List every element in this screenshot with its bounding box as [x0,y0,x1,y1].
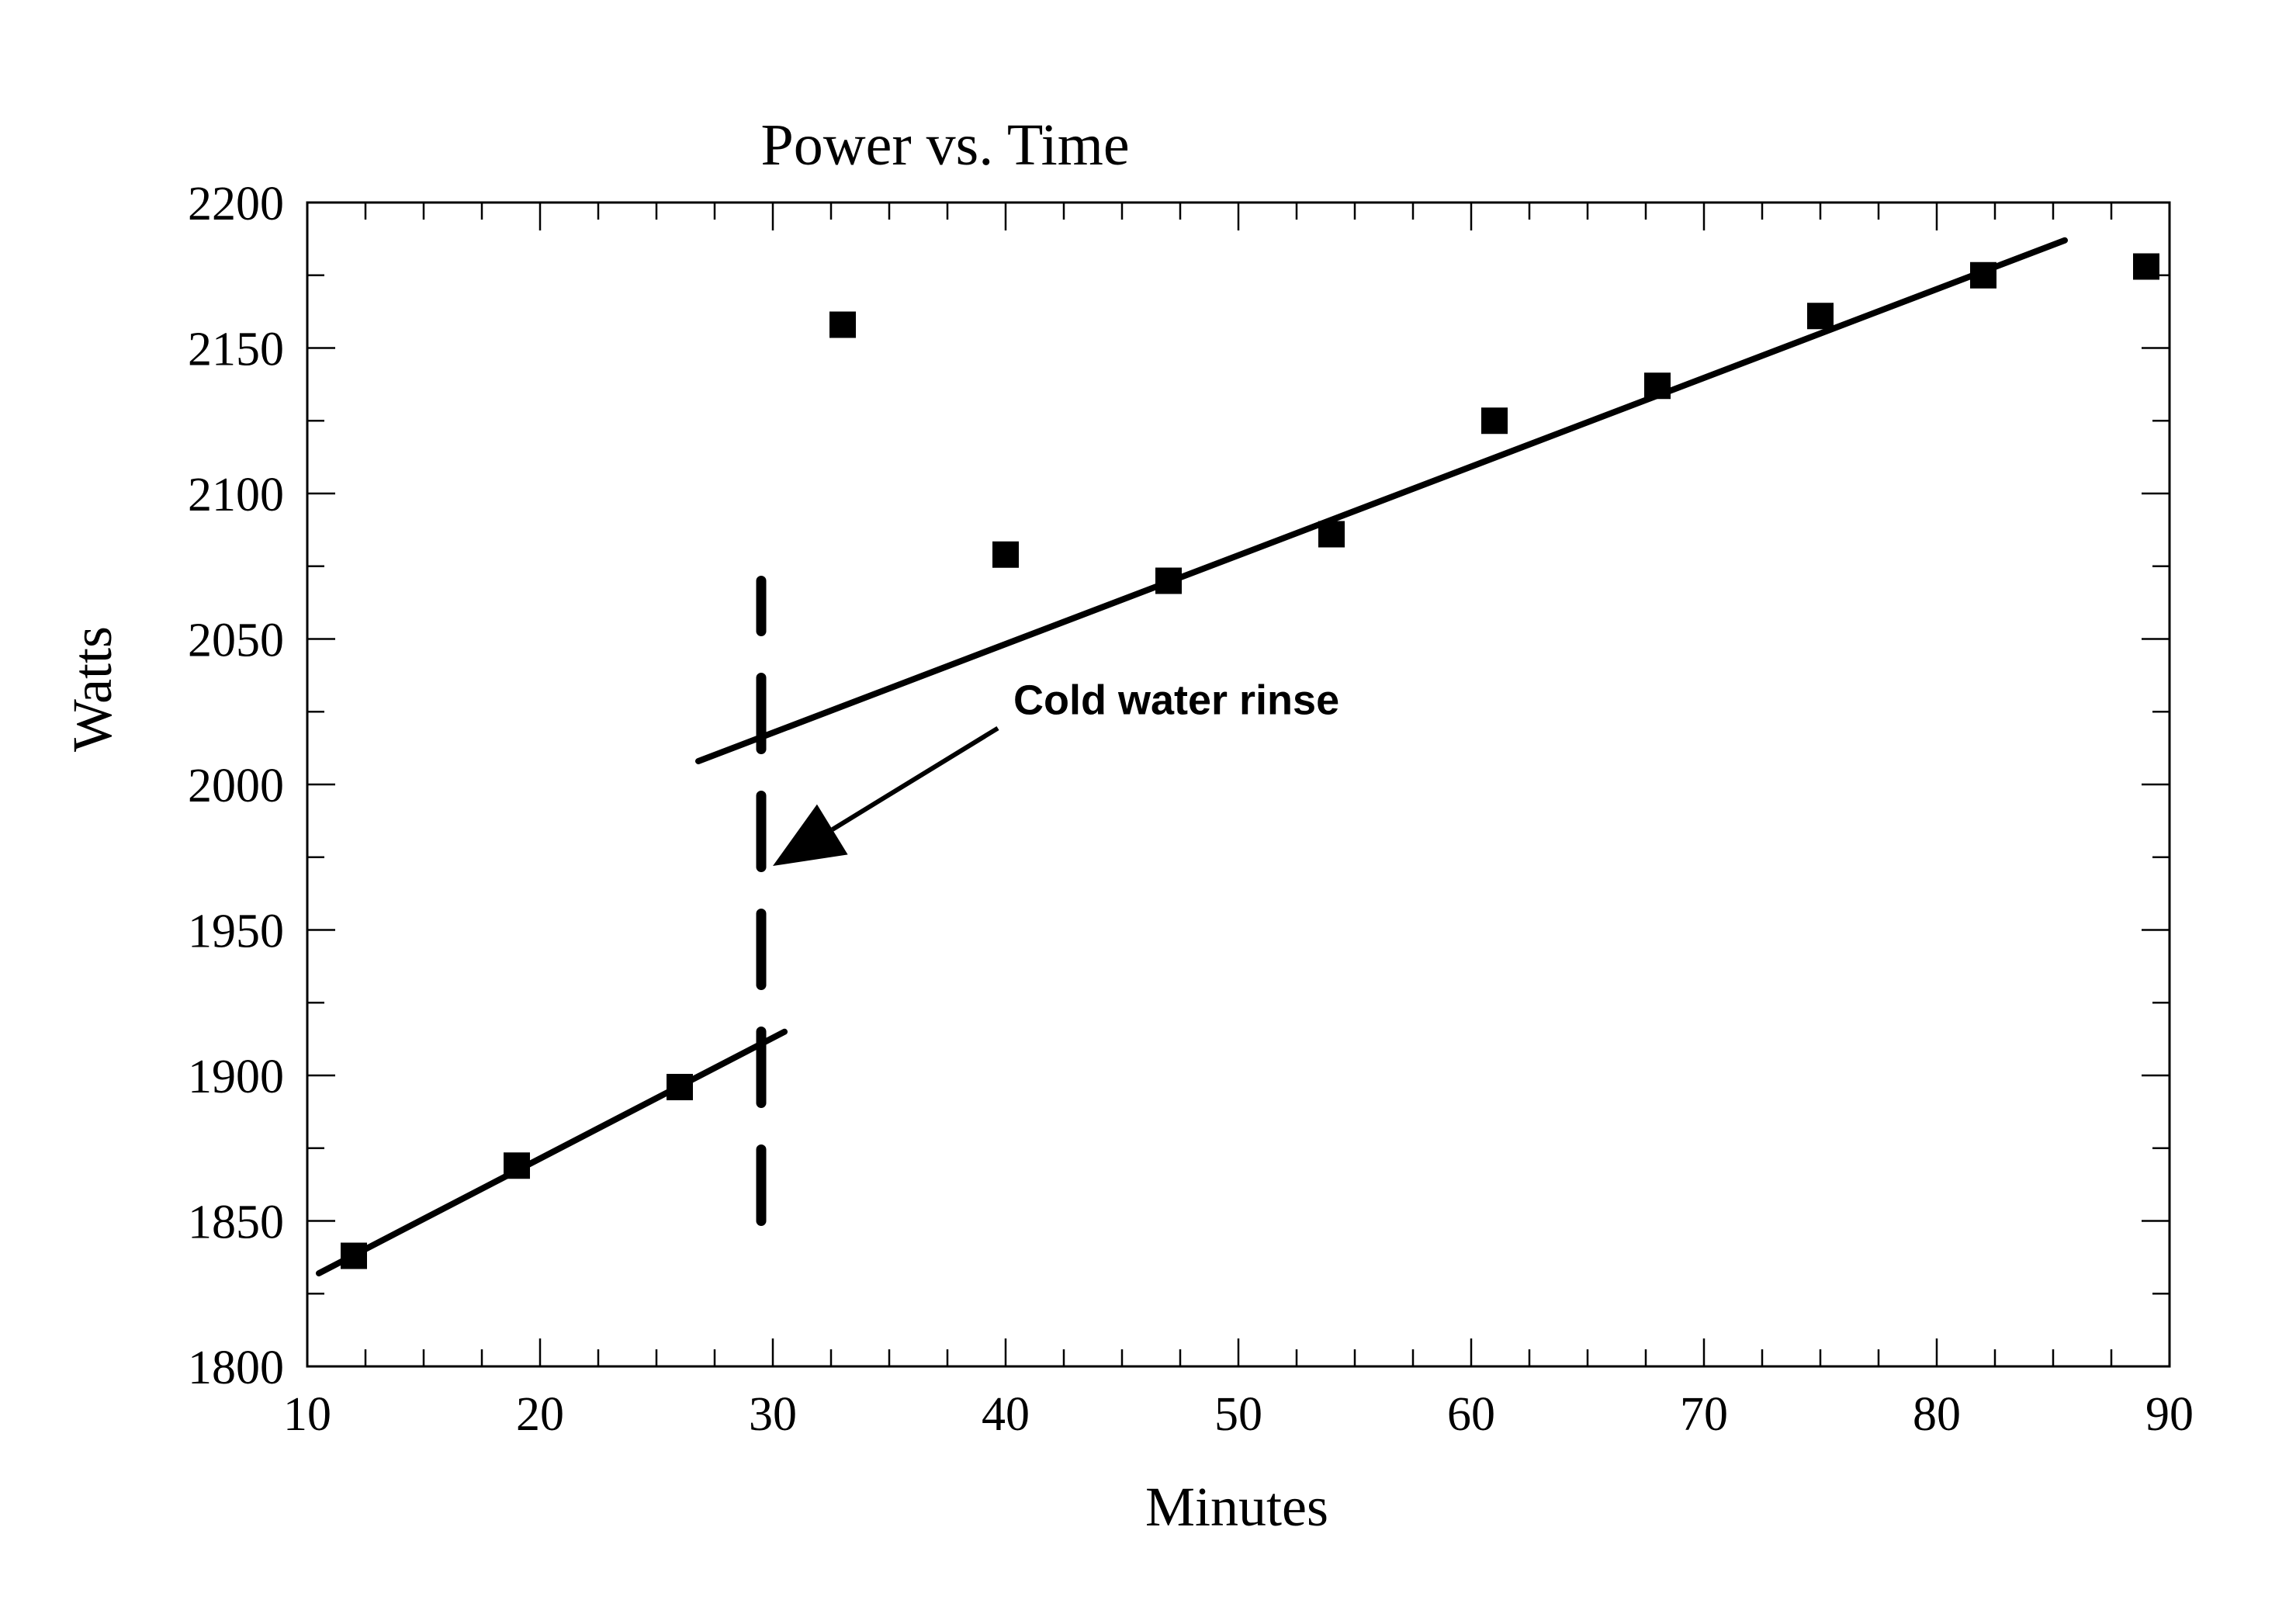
x-tick-label: 80 [1913,1388,1961,1441]
y-tick-label: 2200 [188,178,284,230]
data-point [992,541,1019,568]
chart-title: Power vs. Time [760,113,1129,178]
data-point [341,1242,367,1269]
annotation-label: Cold water rinse [1013,677,1339,724]
x-tick-label: 10 [283,1388,331,1441]
y-tick-label: 1900 [188,1051,284,1103]
tick-labels: 10 20 30 40 50 60 70 80 90 1800 1850 1900 1950 2000 20… [188,178,2194,1441]
data-point [1318,521,1345,548]
y-tick-label: 1800 [188,1342,284,1394]
x-tick-label: 20 [516,1388,564,1441]
data-points [341,253,2159,1269]
data-point [2133,253,2159,280]
y-tick-label: 2150 [188,324,284,376]
trend-lines [316,237,2068,1276]
trend-line-before-rinse [316,1028,788,1276]
y-tick-label: 1950 [188,905,284,958]
data-point [829,311,856,338]
x-tick-label: 60 [1447,1388,1495,1441]
x-tick-label: 70 [1680,1388,1728,1441]
data-point [1970,261,1996,289]
data-point [504,1152,530,1179]
y-tick-label: 2100 [188,469,284,521]
data-point [1155,567,1182,594]
y-tick-label: 1850 [188,1196,284,1249]
y-tick-label: 2050 [188,615,284,667]
x-axis-label: Minutes [1145,1476,1328,1538]
y-axis-label: Watts [61,626,123,752]
x-tick-label: 30 [749,1388,797,1441]
annotation-arrow-head [773,804,848,866]
x-tick-label: 90 [2145,1388,2194,1441]
annotation: Cold water rinse [773,677,1339,866]
x-tick-label: 40 [982,1388,1030,1441]
data-point [1644,372,1671,400]
annotation-arrow-shaft [831,725,999,832]
data-point [667,1074,693,1100]
data-point [1481,407,1508,435]
data-point [1807,303,1834,330]
x-tick-label: 50 [1214,1388,1262,1441]
trend-line-after-rinse [695,237,2068,764]
axis-ticks [306,201,2171,1368]
y-tick-label: 2000 [188,760,284,812]
